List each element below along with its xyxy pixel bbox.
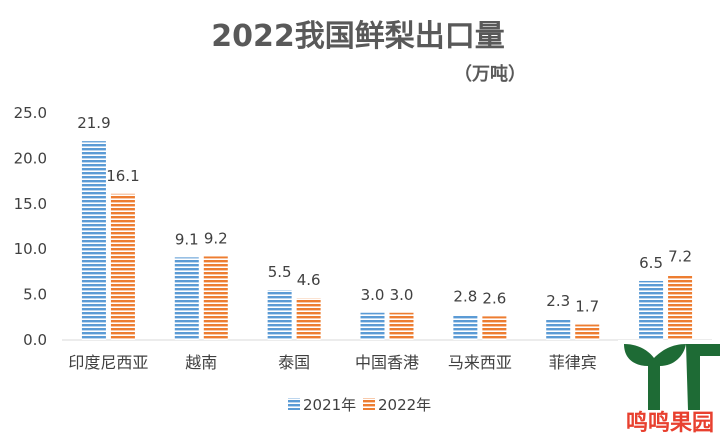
bars-group (81, 141, 693, 340)
bar-2022 (110, 193, 135, 340)
y-axis: 0.0 5.0 10.0 15.0 20.0 25.0 (14, 104, 47, 349)
data-label: 6.5 (639, 254, 663, 272)
data-label: 1.7 (575, 298, 599, 316)
bar-2021 (360, 312, 385, 340)
legend-swatch-2022 (363, 398, 375, 410)
category-label: 印度尼西亚 (68, 353, 148, 372)
legend: 2021年 2022年 (288, 396, 431, 414)
brand-watermark: 鸣鸣果园 (618, 340, 722, 434)
bar-2021 (174, 257, 199, 340)
category-label: 泰国 (278, 353, 310, 372)
legend-swatch-2021 (288, 398, 300, 410)
chart-subtitle: （万吨） (454, 63, 526, 85)
y-tick-label: 5.0 (23, 286, 47, 304)
brand-logo-bar (686, 344, 720, 410)
data-label: 7.2 (668, 248, 692, 266)
data-label: 2.6 (482, 289, 506, 307)
data-label: 5.5 (268, 263, 292, 281)
category-label: 菲律宾 (549, 353, 597, 372)
legend-label-2022: 2022年 (378, 396, 431, 414)
data-label: 2.3 (546, 292, 570, 310)
bar-2021 (81, 141, 106, 340)
y-tick-label: 15.0 (14, 195, 47, 213)
data-label: 2.8 (453, 288, 477, 306)
chart-title: 2022我国鲜梨出口量 (211, 19, 505, 54)
data-label: 4.6 (297, 271, 321, 289)
category-label: 越南 (185, 353, 217, 372)
bar-2022 (389, 312, 414, 340)
y-tick-label: 0.0 (23, 331, 47, 349)
data-label: 9.1 (175, 230, 199, 248)
bar-2021 (453, 314, 478, 340)
bar-2021 (267, 290, 292, 340)
bar-2022 (203, 256, 228, 340)
bar-2022 (296, 298, 321, 340)
bar-2021 (546, 319, 571, 340)
data-labels-group: 21.9 16.1 9.1 9.2 5.5 4.6 3.0 3.0 2.8 2.6 2.3 1.7 6.… (77, 114, 692, 315)
y-tick-label: 25.0 (14, 104, 47, 122)
y-tick-label: 10.0 (14, 240, 47, 258)
category-labels-group: 印度尼西亚越南泰国中国香港马来西亚菲律宾其他 (68, 353, 681, 372)
brand-leaf-logo (624, 344, 686, 410)
brand-name: 鸣鸣果园 (626, 410, 714, 434)
bar-2022 (668, 274, 693, 340)
category-label: 中国香港 (355, 353, 419, 372)
bar-2022 (575, 324, 600, 340)
legend-label-2021: 2021年 (303, 396, 356, 414)
category-label: 马来西亚 (448, 353, 512, 372)
data-label: 21.9 (77, 114, 110, 132)
data-label: 16.1 (106, 167, 139, 185)
data-label: 3.0 (390, 286, 414, 304)
data-label: 9.2 (204, 229, 228, 247)
data-label: 3.0 (361, 286, 385, 304)
y-tick-label: 20.0 (14, 149, 47, 167)
bar-2022 (482, 316, 507, 340)
bar-2021 (639, 280, 664, 340)
